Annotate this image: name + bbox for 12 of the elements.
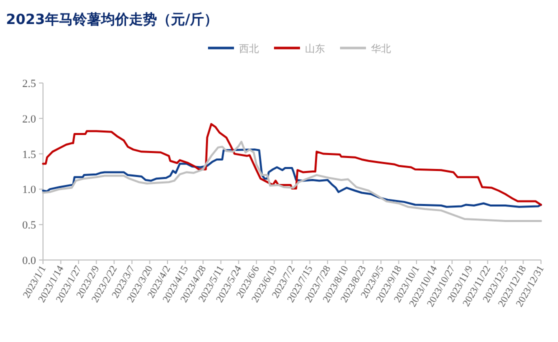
y-tick-label: 1.5 — [22, 148, 36, 161]
y-tick-label: 0.5 — [22, 220, 36, 232]
chart-title: 2023年马铃薯均价走势（元/斤） — [6, 11, 218, 28]
line-series — [42, 148, 542, 208]
legend-label: 山东 — [305, 43, 325, 55]
legend-label: 华北 — [371, 43, 391, 55]
line-series — [42, 123, 542, 206]
y-tick-label: 2.0 — [22, 113, 36, 126]
y-tick-label: 1.0 — [22, 184, 36, 196]
legend-label: 西北 — [239, 43, 259, 55]
y-tick-label: 0.0 — [22, 255, 36, 267]
y-tick-label: 2.5 — [22, 78, 36, 90]
